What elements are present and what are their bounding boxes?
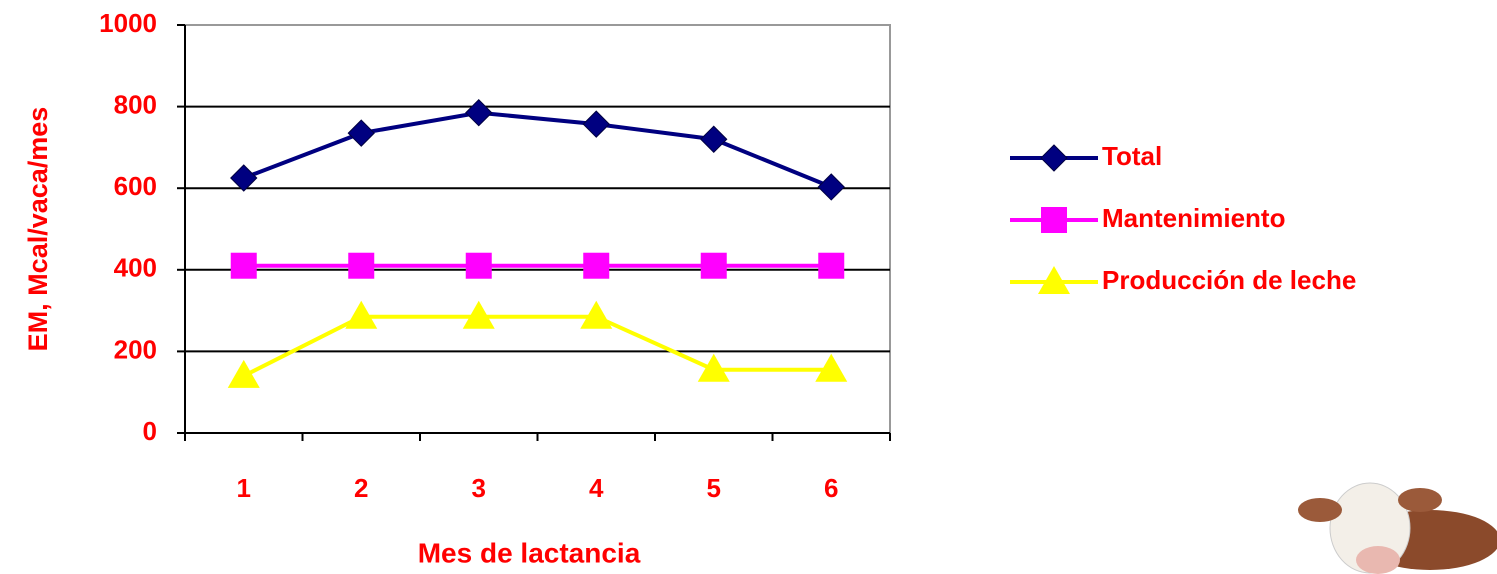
x-tick-label: 4 bbox=[589, 473, 604, 503]
square-marker bbox=[818, 252, 845, 279]
x-tick-label: 2 bbox=[354, 473, 368, 503]
square-marker bbox=[583, 252, 610, 279]
legend-label: Total bbox=[1102, 141, 1162, 171]
legend-label: Producción de leche bbox=[1102, 265, 1356, 295]
diamond-marker bbox=[817, 173, 845, 201]
legend-label: Mantenimiento bbox=[1102, 203, 1285, 233]
x-tick-label: 3 bbox=[472, 473, 486, 503]
legend-marker bbox=[1038, 266, 1070, 294]
x-axis-label: Mes de lactancia bbox=[418, 537, 641, 568]
series-line bbox=[242, 314, 832, 378]
square-marker bbox=[700, 252, 727, 279]
legend-marker bbox=[1040, 144, 1068, 172]
x-tick-label: 6 bbox=[824, 473, 838, 503]
x-tick-label: 1 bbox=[237, 473, 251, 503]
square-marker bbox=[348, 252, 375, 279]
triangle-marker bbox=[345, 300, 378, 329]
diamond-marker bbox=[582, 110, 610, 138]
triangle-marker bbox=[580, 300, 613, 329]
diamond-marker bbox=[230, 164, 258, 192]
square-marker bbox=[230, 252, 257, 279]
series-line bbox=[243, 110, 833, 189]
y-tick-label: 200 bbox=[114, 334, 157, 364]
y-tick-label: 800 bbox=[114, 89, 157, 119]
calf-picture bbox=[1298, 482, 1497, 574]
plot-frame bbox=[184, 24, 891, 434]
triangle-marker bbox=[227, 359, 260, 388]
diamond-marker bbox=[700, 125, 728, 153]
triangle-marker bbox=[462, 300, 495, 329]
square-marker bbox=[465, 252, 492, 279]
y-tick-label: 0 bbox=[143, 416, 157, 446]
y-tick-label: 1000 bbox=[99, 8, 157, 38]
triangle-marker bbox=[815, 353, 848, 382]
x-tick-label: 5 bbox=[707, 473, 721, 503]
diamond-marker bbox=[465, 99, 493, 127]
triangle-marker bbox=[697, 353, 730, 382]
y-tick-label: 600 bbox=[114, 171, 157, 201]
y-axis-label: EM, Mcal/vaca/mes bbox=[23, 107, 53, 352]
diamond-marker bbox=[347, 119, 375, 147]
y-tick-label: 400 bbox=[114, 253, 157, 283]
legend-marker bbox=[1041, 207, 1067, 233]
